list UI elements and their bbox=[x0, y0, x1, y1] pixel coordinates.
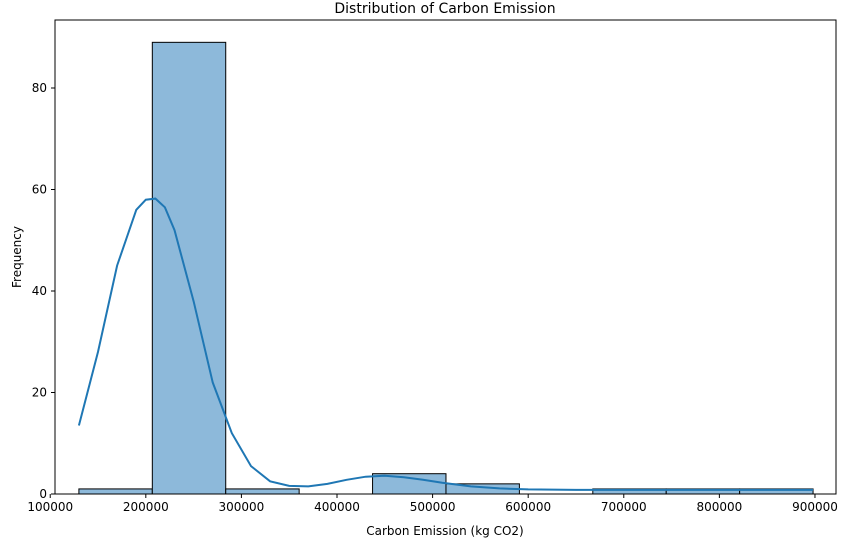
y-tick-label: 80 bbox=[32, 81, 47, 95]
x-tick-label: 500000 bbox=[410, 500, 456, 514]
histogram-bar bbox=[151, 41, 227, 495]
x-tick-label: 800000 bbox=[696, 500, 742, 514]
x-tick-label: 700000 bbox=[601, 500, 647, 514]
histogram-bar bbox=[225, 488, 300, 495]
histogram-bar bbox=[78, 488, 153, 495]
y-tick-label: 20 bbox=[32, 386, 47, 400]
chart-title: Distribution of Carbon Emission bbox=[334, 1, 555, 17]
y-tick-label: 40 bbox=[32, 284, 47, 298]
histogram-bars bbox=[78, 41, 814, 495]
y-axis-label: Frequency bbox=[10, 226, 24, 288]
x-tick-label: 900000 bbox=[792, 500, 838, 514]
plot-frame bbox=[54, 19, 837, 495]
x-axis-ticks: 100000 200000 300000 400000 500000 600000 7000… bbox=[27, 494, 838, 514]
x-tick-label: 100000 bbox=[27, 500, 73, 514]
y-tick-label: 60 bbox=[32, 183, 47, 197]
x-tick-label: 200000 bbox=[123, 500, 169, 514]
x-axis-label: Carbon Emission (kg CO2) bbox=[366, 524, 523, 538]
x-tick-label: 400000 bbox=[314, 500, 360, 514]
x-tick-label: 600000 bbox=[505, 500, 551, 514]
y-axis-ticks: 0 20 40 60 80 bbox=[32, 81, 55, 501]
kde-curve bbox=[77, 197, 814, 491]
x-tick-label: 300000 bbox=[219, 500, 265, 514]
y-tick-label: 0 bbox=[39, 487, 47, 501]
